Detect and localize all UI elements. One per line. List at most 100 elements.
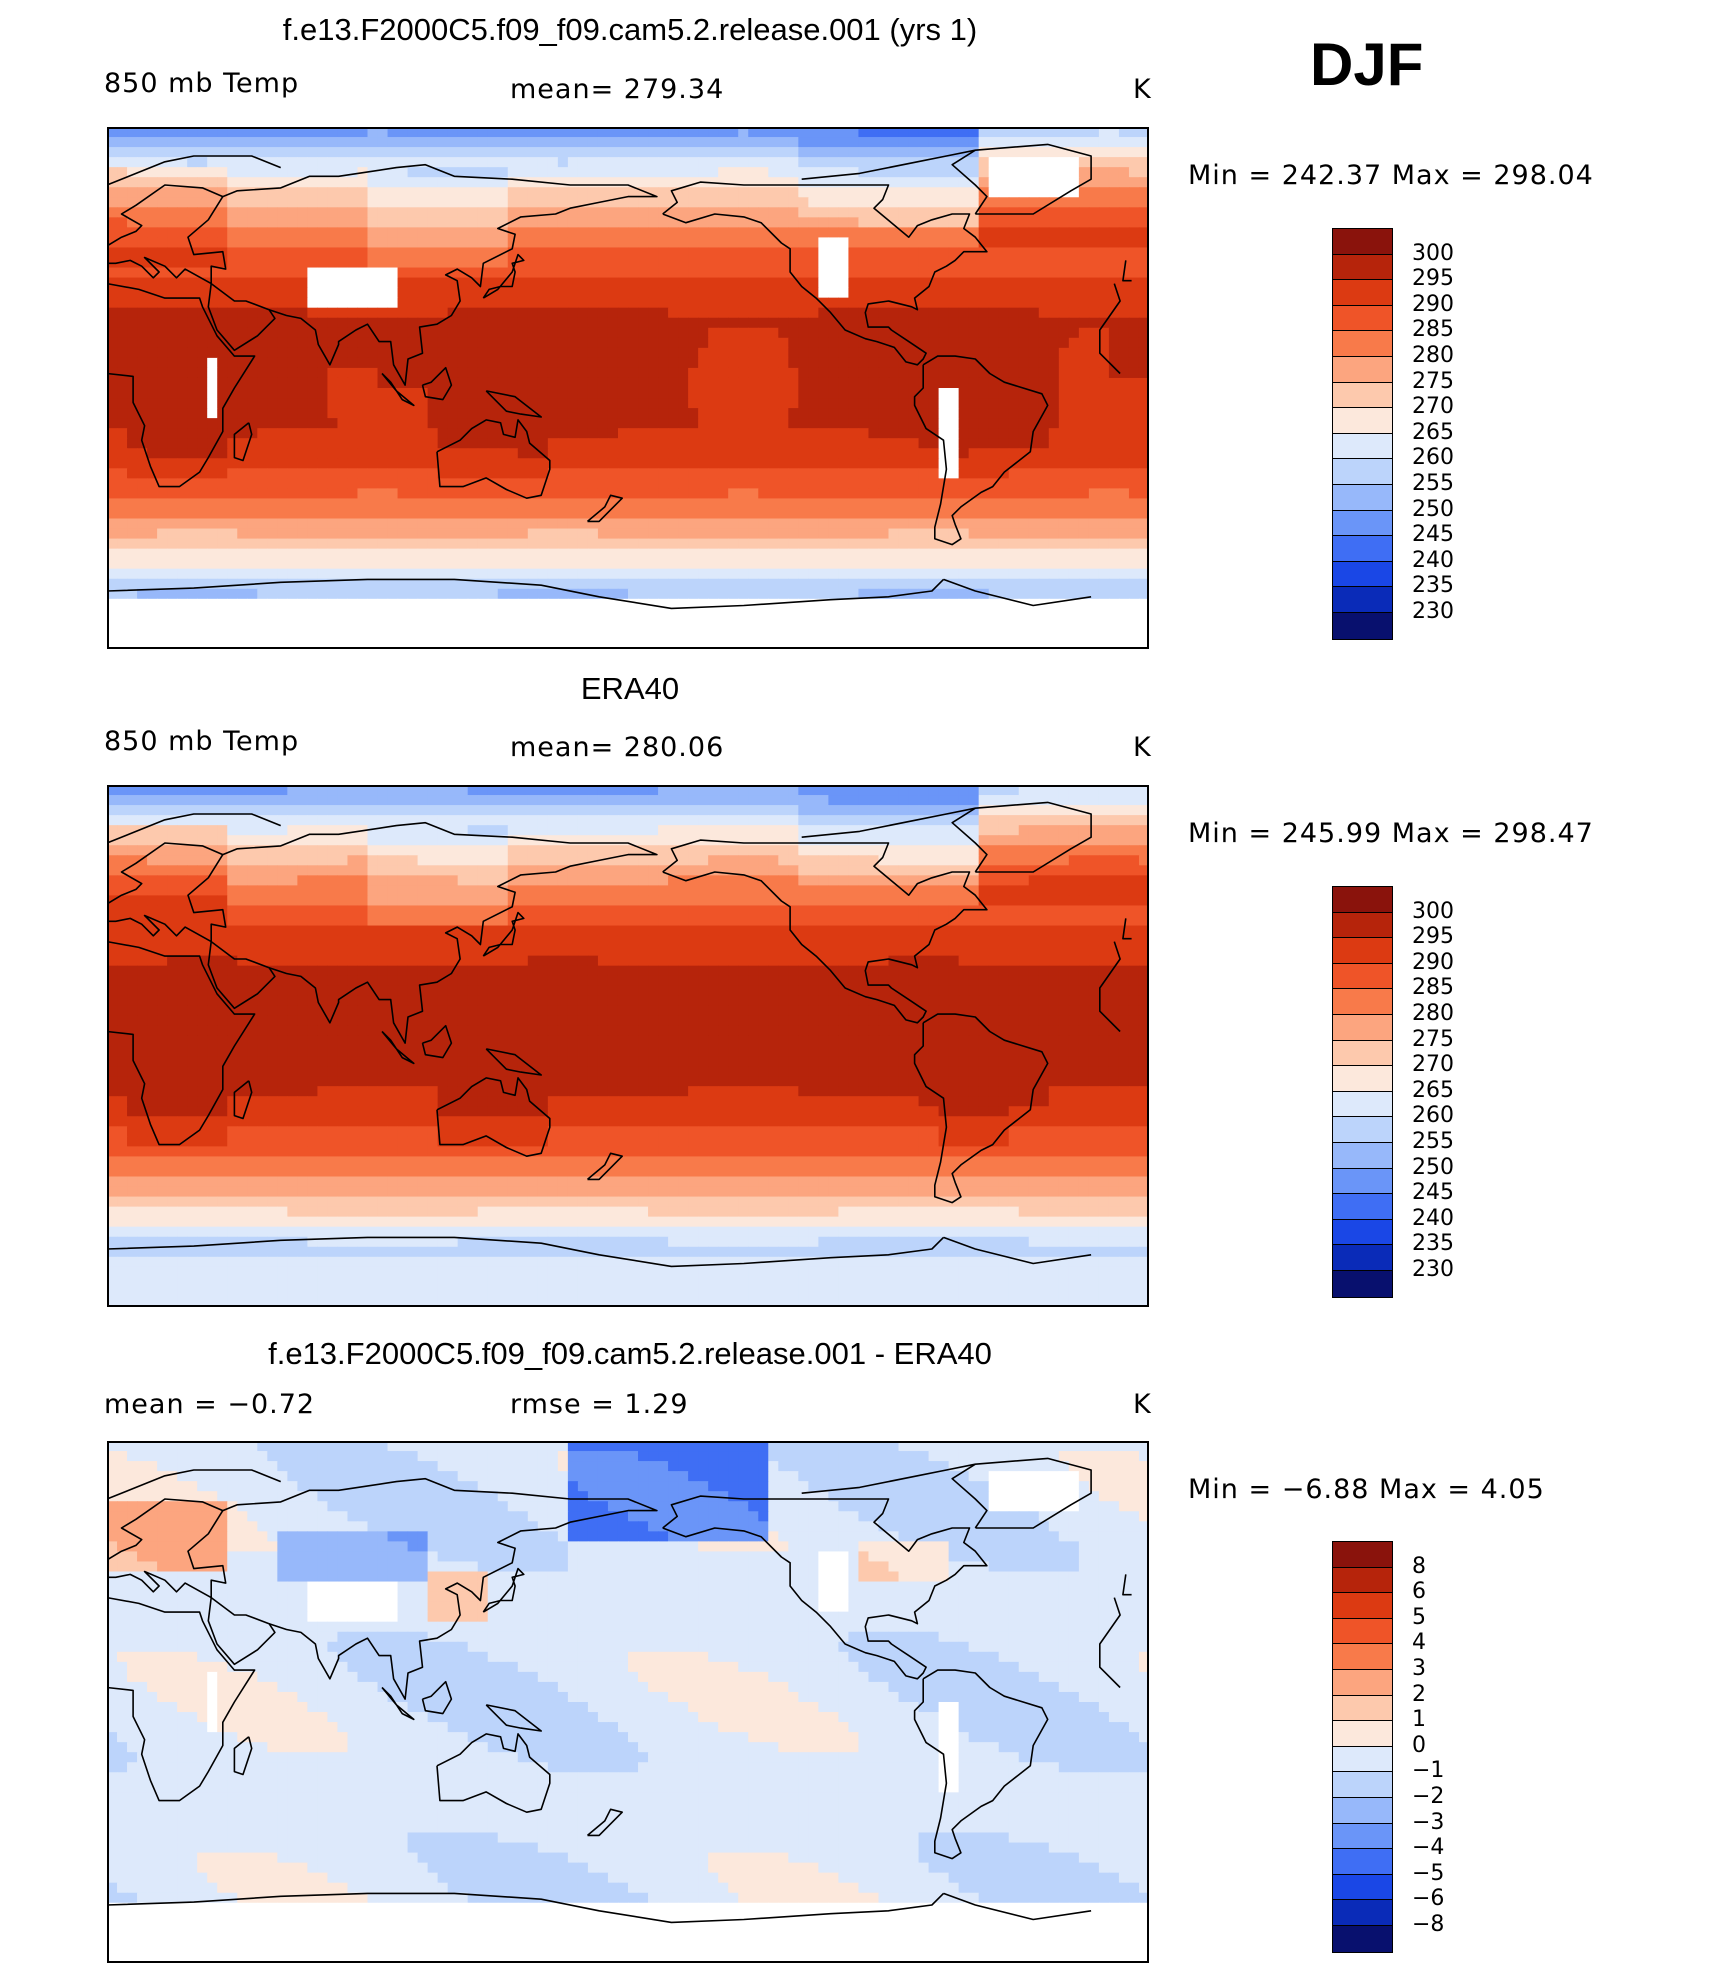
field-cell xyxy=(1008,187,1020,198)
field-cell xyxy=(257,468,268,479)
field-cell xyxy=(738,478,749,489)
field-cell xyxy=(527,177,539,188)
field-cell xyxy=(778,217,789,228)
field-cell xyxy=(668,137,679,148)
field-cell xyxy=(1088,448,1100,459)
field-cell xyxy=(768,287,779,299)
field-cell xyxy=(237,247,248,259)
field-cell xyxy=(738,227,749,239)
field-cell xyxy=(1118,438,1130,449)
field-cell xyxy=(1108,127,1120,138)
field-cell xyxy=(698,267,709,279)
field-cell xyxy=(1028,237,1040,249)
field-cell xyxy=(1088,227,1100,239)
field-cell xyxy=(307,367,318,379)
field-cell xyxy=(648,317,659,329)
field-cell xyxy=(417,297,429,309)
field-cell xyxy=(427,408,439,419)
field-cell xyxy=(748,357,759,369)
field-cell xyxy=(638,297,649,309)
field-cell xyxy=(387,468,399,479)
field-cell xyxy=(828,568,839,580)
field-cell xyxy=(668,518,679,530)
field-cell xyxy=(978,367,990,379)
field-cell xyxy=(1018,257,1030,269)
field-cell xyxy=(918,448,930,459)
field-cell xyxy=(287,167,298,178)
field-cell xyxy=(337,317,349,329)
field-cell xyxy=(197,287,208,299)
field-cell xyxy=(1008,157,1020,168)
field-cell xyxy=(197,207,208,218)
field-cell xyxy=(447,207,459,218)
field-cell xyxy=(427,167,439,178)
field-cell xyxy=(157,197,168,208)
field-cell xyxy=(197,357,208,369)
field-cell xyxy=(607,588,619,600)
field-cell xyxy=(467,508,479,520)
field-cell xyxy=(517,227,529,239)
field-cell xyxy=(247,177,258,188)
field-cell xyxy=(1048,267,1060,279)
field-cell xyxy=(888,357,900,369)
field-cell xyxy=(347,598,359,610)
field-cell xyxy=(157,398,168,409)
field-cell xyxy=(197,377,208,389)
field-cell xyxy=(617,388,629,399)
field-cell xyxy=(1058,478,1070,489)
field-cell xyxy=(497,167,509,178)
field-cell xyxy=(457,388,469,399)
field-cell xyxy=(648,217,659,228)
field-cell xyxy=(1138,377,1149,389)
field-cell xyxy=(728,257,739,269)
field-cell xyxy=(137,287,148,299)
field-cell xyxy=(838,347,850,359)
field-cell xyxy=(828,287,839,299)
field-cell xyxy=(1098,157,1110,168)
field-cell xyxy=(417,357,429,369)
field-cell xyxy=(978,337,990,349)
field-cell xyxy=(497,448,509,459)
field-cell xyxy=(858,337,870,349)
field-cell xyxy=(447,458,459,469)
field-cell xyxy=(1118,508,1130,520)
field-cell xyxy=(738,287,749,299)
field-cell xyxy=(1088,388,1100,399)
field-cell xyxy=(447,548,459,560)
field-cell xyxy=(878,518,890,530)
field-cell xyxy=(487,438,499,449)
field-cell xyxy=(848,257,860,269)
field-cell xyxy=(798,588,809,600)
field-cell xyxy=(177,287,188,299)
field-cell xyxy=(457,468,469,479)
field-cell xyxy=(878,187,890,198)
field-cell xyxy=(728,578,739,590)
field-cell xyxy=(718,277,729,289)
field-cell xyxy=(397,438,409,449)
field-cell xyxy=(788,247,799,259)
field-cell xyxy=(287,207,298,218)
field-cell xyxy=(577,257,589,269)
field-cell xyxy=(888,307,900,319)
field-cell xyxy=(1048,367,1060,379)
field-cell xyxy=(888,388,900,399)
field-cell xyxy=(1008,528,1020,540)
field-cell xyxy=(617,327,629,339)
field-cell xyxy=(968,438,980,449)
field-cell xyxy=(658,307,669,319)
field-cell xyxy=(257,137,268,148)
field-cell xyxy=(467,177,479,188)
field-cell xyxy=(668,197,679,208)
field-cell xyxy=(487,357,499,369)
field-cell xyxy=(187,528,198,540)
field-cell xyxy=(688,277,699,289)
field-cell xyxy=(1078,448,1090,459)
field-cell xyxy=(1008,197,1020,208)
field-cell xyxy=(427,267,439,279)
field-cell xyxy=(848,408,860,419)
field-cell xyxy=(557,528,569,540)
field-cell xyxy=(848,367,860,379)
field-cell xyxy=(1008,167,1020,178)
field-cell xyxy=(968,548,980,560)
field-cell xyxy=(287,217,298,228)
